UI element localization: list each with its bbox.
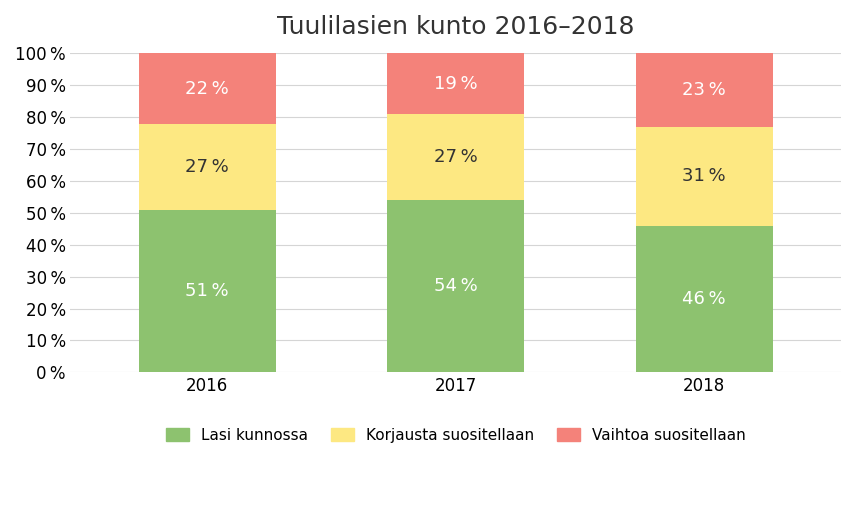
Bar	[139, 124, 276, 210]
Text: 22 %: 22 %	[185, 79, 229, 97]
Text: 46 %: 46 %	[682, 290, 726, 308]
Bar	[636, 54, 773, 127]
Bar	[636, 226, 773, 372]
Text: 51 %: 51 %	[186, 282, 229, 300]
Text: 19 %: 19 %	[434, 75, 478, 93]
Bar	[139, 210, 276, 372]
Bar	[388, 54, 524, 114]
Text: 27 %: 27 %	[185, 158, 229, 176]
Bar	[388, 114, 524, 200]
Text: 23 %: 23 %	[682, 81, 726, 99]
Legend: Lasi kunnossa, Korjausta suositellaan, Vaihtoa suositellaan: Lasi kunnossa, Korjausta suositellaan, V…	[159, 421, 752, 449]
Bar	[636, 127, 773, 226]
Bar	[139, 54, 276, 124]
Text: 54 %: 54 %	[434, 277, 478, 295]
Bar	[388, 200, 524, 372]
Title: Tuulilasien kunto 2016–2018: Tuulilasien kunto 2016–2018	[277, 15, 634, 39]
Text: 27 %: 27 %	[434, 148, 478, 166]
Text: 31 %: 31 %	[682, 167, 726, 185]
